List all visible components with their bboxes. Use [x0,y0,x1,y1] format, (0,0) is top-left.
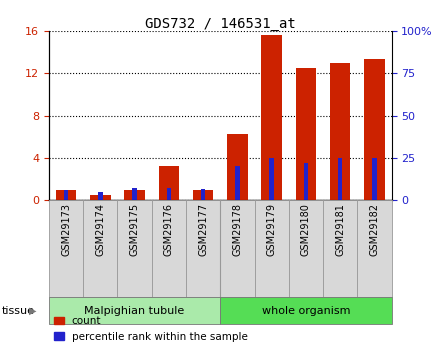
Bar [117,200,152,297]
Bar [227,134,248,200]
Bar [269,158,274,200]
Text: GSM29174: GSM29174 [95,203,105,256]
Bar [124,189,145,200]
Bar [220,200,255,297]
Bar [295,68,316,200]
Text: GSM29175: GSM29175 [129,203,140,256]
Text: ▶: ▶ [29,306,37,315]
Bar [338,158,343,200]
Bar [49,200,83,297]
Bar [255,200,289,297]
Bar [220,297,392,324]
Text: GDS732 / 146531_at: GDS732 / 146531_at [145,17,295,31]
Text: GSM29179: GSM29179 [267,203,277,256]
Bar [261,35,282,200]
Bar [193,189,214,200]
Bar [357,200,392,297]
Text: tissue: tissue [2,306,35,315]
Text: GSM29176: GSM29176 [164,203,174,256]
Bar [364,59,385,200]
Text: whole organism: whole organism [262,306,350,315]
Bar [330,63,351,200]
Bar [83,200,117,297]
Text: GSM29173: GSM29173 [61,203,71,256]
Text: GSM29181: GSM29181 [335,203,345,256]
Text: Malpighian tubule: Malpighian tubule [85,306,185,315]
Bar [158,166,179,200]
Bar [235,166,240,200]
Bar [166,188,171,200]
Text: GSM29180: GSM29180 [301,203,311,256]
Bar [289,200,323,297]
Bar [56,189,77,200]
Bar [372,158,377,200]
Text: GSM29182: GSM29182 [369,203,380,256]
Bar [49,297,220,324]
Bar [132,188,137,200]
Text: GSM29177: GSM29177 [198,203,208,256]
Bar [303,163,308,200]
Bar [201,189,206,200]
Text: GSM29178: GSM29178 [232,203,243,256]
Bar [323,200,357,297]
Bar [90,195,111,200]
Bar [186,200,220,297]
Bar [152,200,186,297]
Bar [98,192,103,200]
Legend: count, percentile rank within the sample: count, percentile rank within the sample [54,316,248,342]
Bar [64,190,69,200]
